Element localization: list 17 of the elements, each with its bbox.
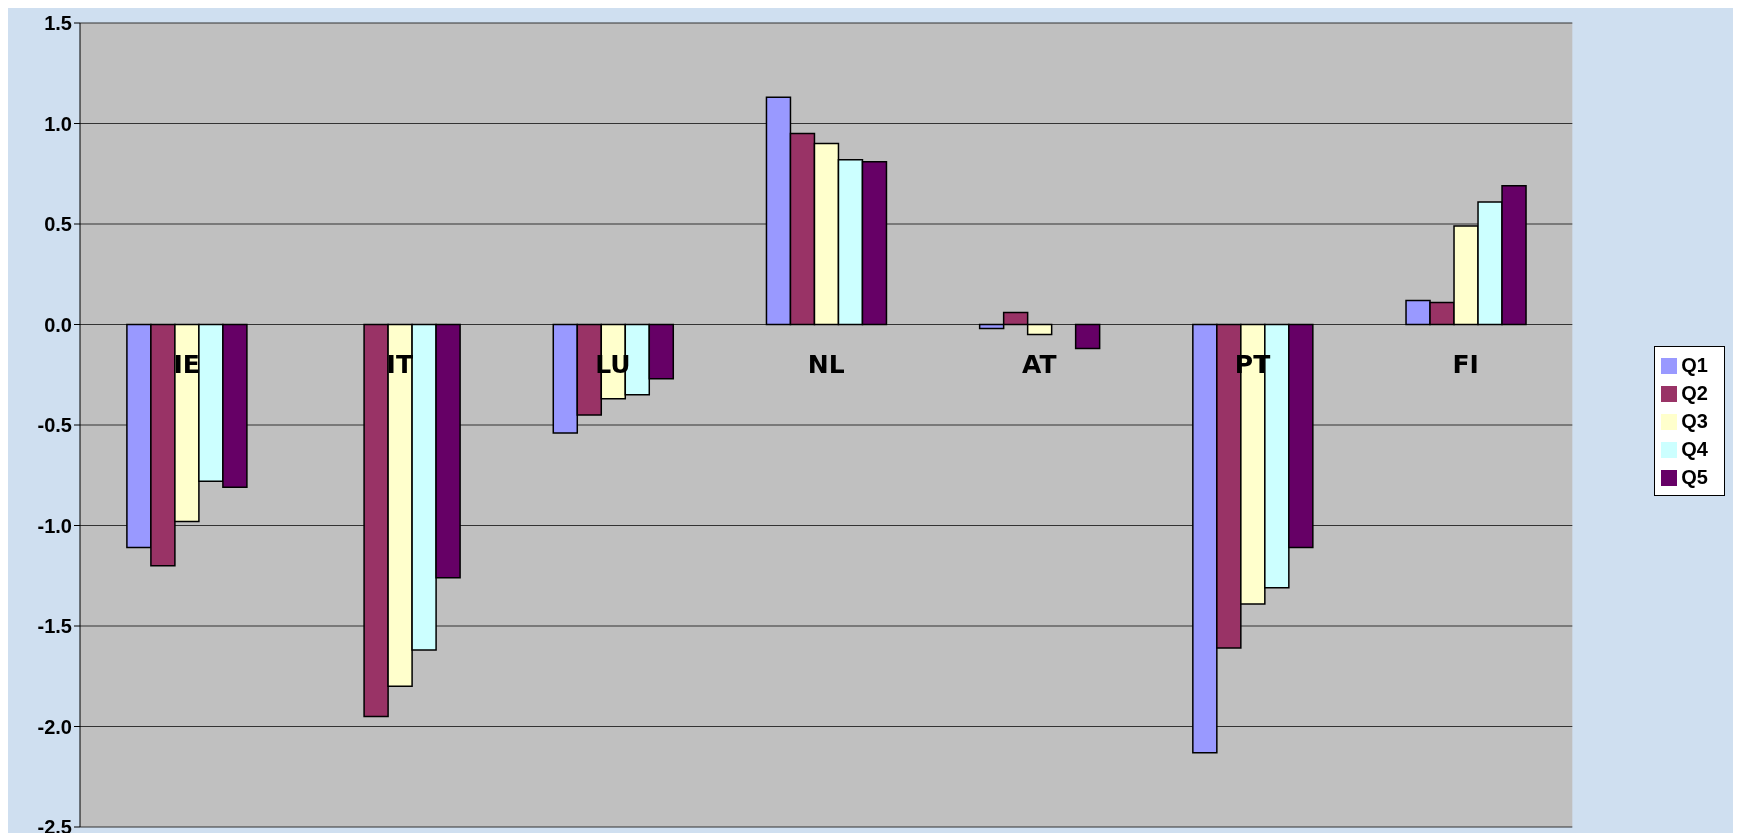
legend-label: Q4 [1681, 437, 1708, 460]
y-tick-label: 1.0 [44, 112, 72, 135]
y-tick-label: 1.5 [44, 12, 72, 35]
y-tick-label: -0.5 [37, 414, 72, 437]
legend-label: Q2 [1681, 381, 1708, 404]
bar [1074, 323, 1101, 350]
x-tick-label: NL [807, 349, 845, 379]
legend-label: Q1 [1681, 353, 1708, 376]
y-tick-label: -2.0 [37, 715, 72, 738]
x-tick-label: AT [1022, 349, 1057, 379]
legend-label: Q5 [1681, 465, 1708, 488]
y-tick-label: -1.0 [37, 514, 72, 537]
legend-label: Q3 [1681, 409, 1708, 432]
x-tick-label: FI [1452, 349, 1479, 379]
y-tick-label: 0.5 [44, 213, 72, 236]
y-tick-label: -1.5 [37, 615, 72, 638]
y-tick-label: 0.0 [44, 313, 72, 336]
